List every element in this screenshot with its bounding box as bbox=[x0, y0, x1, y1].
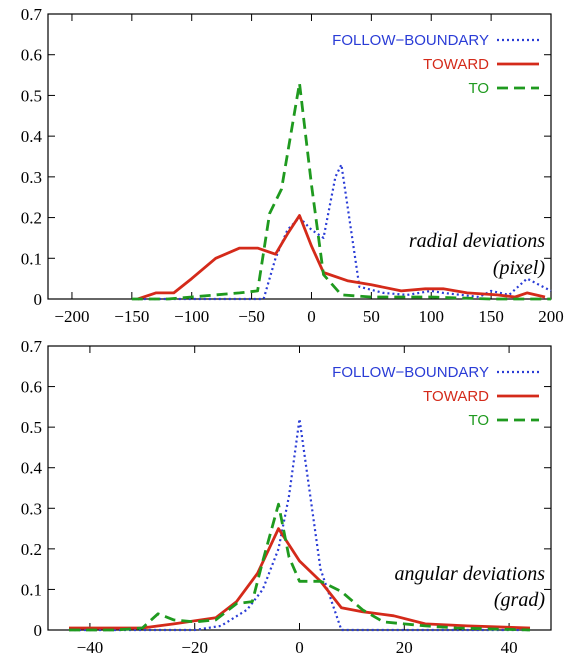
legend-label: FOLLOW−BOUNDARY bbox=[332, 364, 489, 381]
y-tick-label: 0 bbox=[34, 290, 43, 309]
x-tick-label: 0 bbox=[295, 638, 304, 657]
panel-annotation: angular deviations bbox=[394, 563, 545, 585]
x-tick-label: −200 bbox=[54, 307, 89, 326]
series-line-dashed bbox=[131, 81, 551, 301]
x-tick-label: 0 bbox=[307, 307, 316, 326]
y-tick-label: 0 bbox=[34, 621, 43, 640]
x-tick-label: 50 bbox=[363, 307, 380, 326]
chart-panel-2: 0 0.1 0.2 0.3 0.4 0.5 0.6 0.7 −40 −20 0 20 40 FOLLOW−… bbox=[21, 337, 552, 657]
legend-label: TOWARD bbox=[423, 56, 489, 73]
y-tick-label: 0.5 bbox=[21, 418, 42, 437]
x-tick-label: −50 bbox=[238, 307, 265, 326]
x-tick-label: −40 bbox=[77, 638, 104, 657]
y-tick-label: 0.7 bbox=[21, 337, 43, 356]
x-tick-label: 150 bbox=[478, 307, 504, 326]
x-tick-label: 40 bbox=[501, 638, 518, 657]
y-tick-label: 0.6 bbox=[21, 378, 42, 397]
panel-annotation-unit: (grad) bbox=[494, 589, 545, 611]
y-tick-label: 0.1 bbox=[21, 580, 42, 599]
y-tick-label: 0.7 bbox=[21, 5, 43, 24]
x-tick-label: −100 bbox=[174, 307, 209, 326]
y-tick-label: 0.6 bbox=[21, 46, 42, 65]
series-line-solid bbox=[69, 527, 531, 630]
panel-annotation-unit: (pixel) bbox=[493, 257, 546, 279]
y-tick-label: 0.3 bbox=[21, 168, 42, 187]
panel-annotation: radial deviations bbox=[409, 230, 545, 252]
legend-label: TO bbox=[468, 412, 489, 429]
y-tick-label: 0.2 bbox=[21, 209, 42, 228]
x-tick-label: 100 bbox=[418, 307, 444, 326]
y-tick-label: 0.4 bbox=[21, 459, 43, 478]
legend-label: TOWARD bbox=[423, 388, 489, 405]
x-tick-label: 200 bbox=[538, 307, 564, 326]
chart-panel-1: 0 0.1 0.2 0.3 0.4 0.5 0.6 0.7 −200 −150 −100 −50 0 50… bbox=[21, 5, 564, 326]
y-tick-label: 0.2 bbox=[21, 540, 42, 559]
series-line-dashed bbox=[69, 502, 531, 632]
plot-frame bbox=[47, 13, 552, 300]
series-line-dotted bbox=[143, 163, 552, 301]
legend-label: TO bbox=[468, 80, 489, 97]
y-tick-label: 0.3 bbox=[21, 499, 42, 518]
x-tick-label: 20 bbox=[396, 638, 413, 657]
y-tick-label: 0.1 bbox=[21, 249, 42, 268]
y-tick-label: 0.5 bbox=[21, 86, 42, 105]
y-tick-label: 0.4 bbox=[21, 127, 43, 146]
series-line-solid bbox=[137, 214, 546, 301]
x-tick-label: −150 bbox=[114, 307, 149, 326]
x-tick-label: −20 bbox=[181, 638, 208, 657]
legend-label: FOLLOW−BOUNDARY bbox=[332, 32, 489, 49]
series-line-dotted bbox=[69, 417, 530, 632]
